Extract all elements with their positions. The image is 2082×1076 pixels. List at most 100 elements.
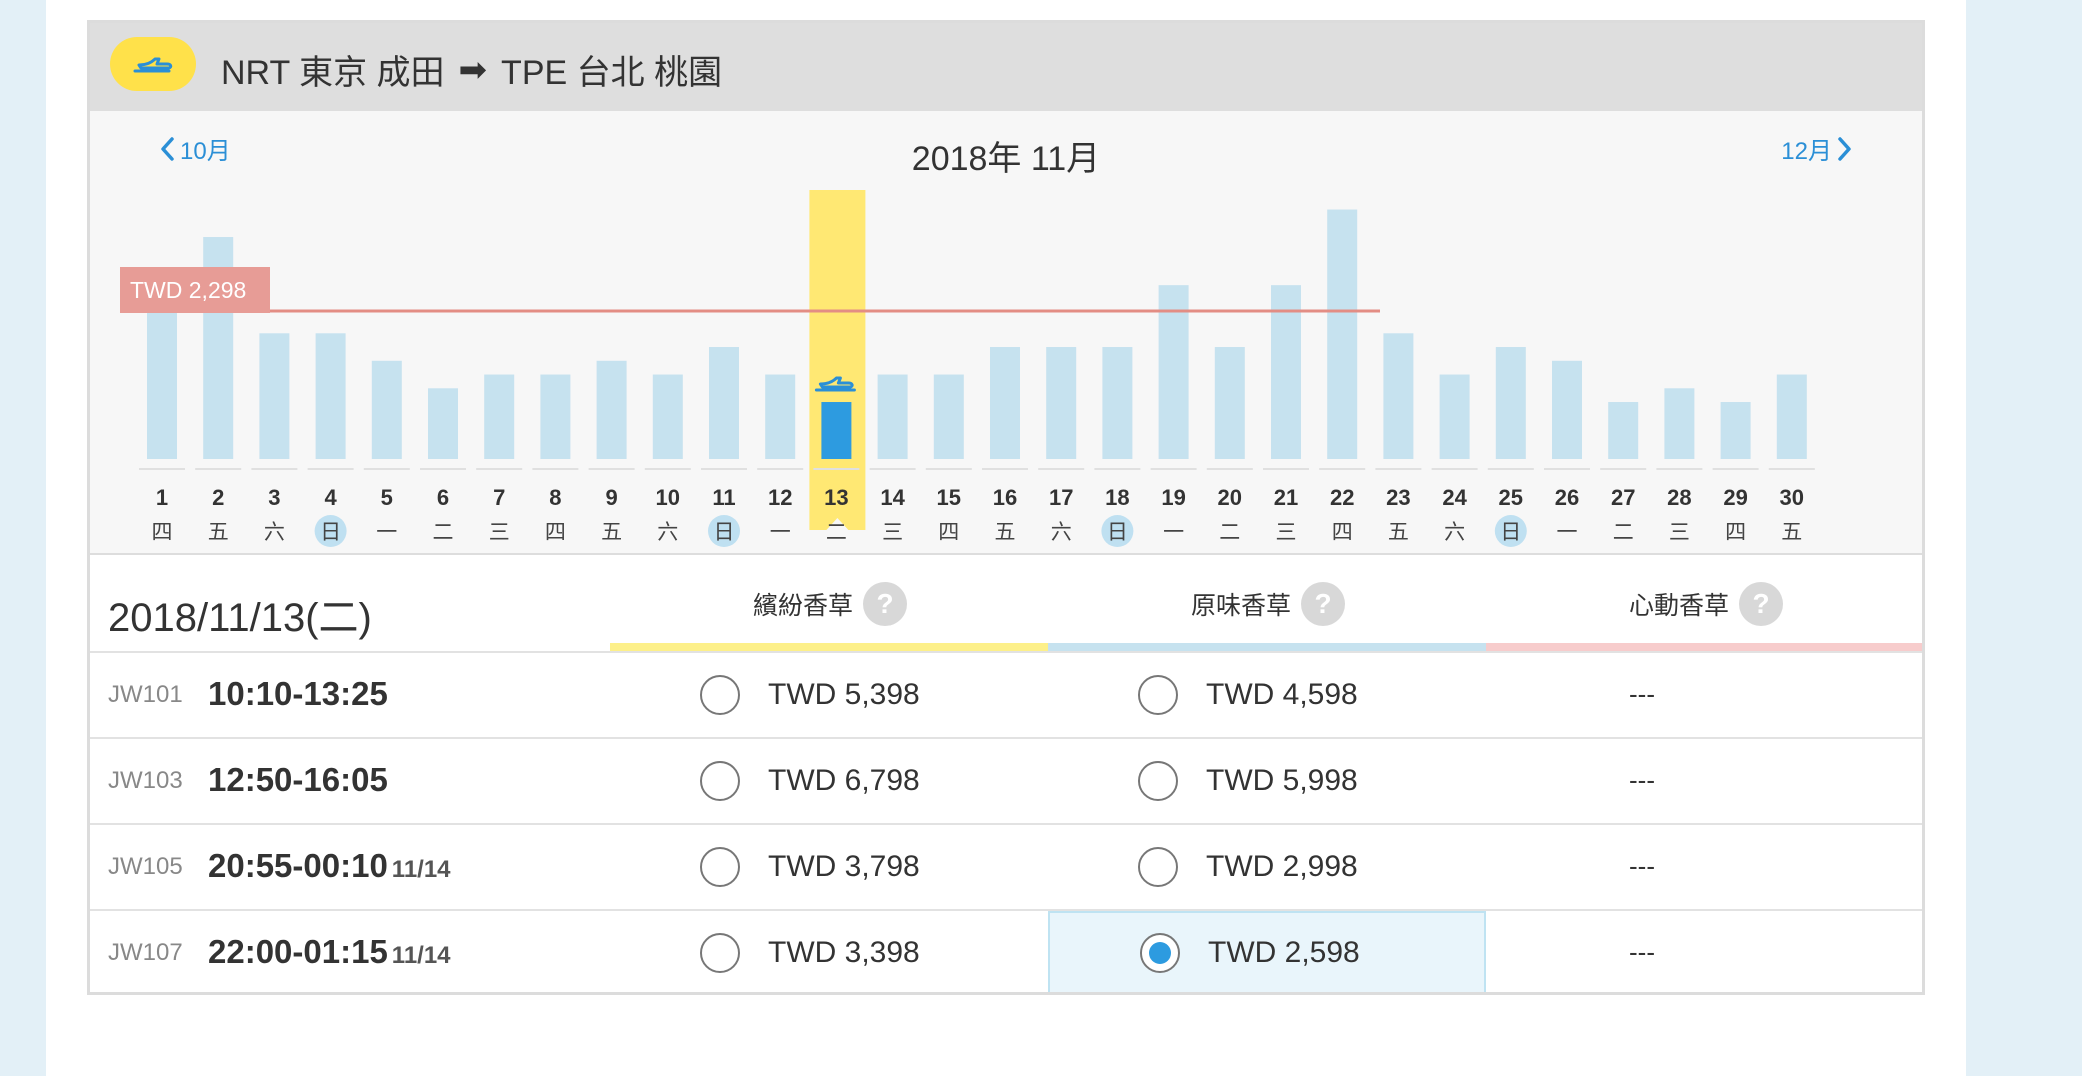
bar-day-4[interactable]: [315, 333, 346, 459]
flight-row: JW107 22:00-01:15 11/14 TWD 3,398 TWD 2,598 -…: [90, 909, 1922, 992]
fare-radio[interactable]: [1138, 761, 1178, 801]
bar-day-11[interactable]: [709, 347, 739, 459]
day-label[interactable]: 9: [605, 485, 617, 510]
bar-day-13[interactable]: [821, 402, 852, 459]
route-text: NRT 東京 成田 ➡ TPE 台北 桃園: [221, 45, 722, 94]
fare-radio[interactable]: [1138, 847, 1178, 887]
bar-day-12[interactable]: [765, 374, 796, 459]
fare-radio[interactable]: [700, 847, 740, 887]
day-label[interactable]: 28: [1667, 485, 1691, 510]
day-label[interactable]: 1: [156, 485, 168, 510]
bar-day-17[interactable]: [1046, 347, 1077, 459]
day-label[interactable]: 27: [1611, 485, 1635, 510]
fare-option-fare2[interactable]: TWD 4,598: [1048, 653, 1486, 737]
bar-day-30[interactable]: [1776, 374, 1807, 459]
lowest-fare-label-bg: [120, 267, 270, 313]
bar-day-26[interactable]: [1552, 360, 1582, 459]
page: NRT 東京 成田 ➡ TPE 台北 桃園 2018年 11月 10月 12月 …: [46, 0, 1966, 1076]
fare-option-fare1[interactable]: TWD 6,798: [610, 739, 1048, 823]
fare-option-fare1[interactable]: TWD 5,398: [610, 653, 1048, 737]
day-label[interactable]: 15: [937, 485, 961, 510]
weekday-label: 二: [826, 520, 847, 544]
day-label[interactable]: 23: [1386, 485, 1410, 510]
day-label[interactable]: 8: [549, 485, 561, 510]
bar-day-16[interactable]: [990, 347, 1020, 459]
bar-day-22[interactable]: [1327, 209, 1358, 459]
bar-day-20[interactable]: [1214, 347, 1245, 459]
fare-radio[interactable]: [700, 761, 740, 801]
bar-day-9[interactable]: [596, 360, 627, 459]
selected-date: 2018/11/13(二): [108, 596, 372, 640]
day-label[interactable]: 17: [1049, 485, 1073, 510]
day-label[interactable]: 14: [880, 485, 905, 510]
weekday-label: 二: [433, 520, 454, 544]
bar-day-6[interactable]: [428, 388, 458, 459]
route-destination: TPE 台北 桃園: [501, 54, 723, 92]
day-label[interactable]: 22: [1330, 485, 1354, 510]
bar-day-24[interactable]: [1439, 374, 1470, 459]
chevron-right-icon: [1838, 136, 1851, 161]
day-label[interactable]: 11: [712, 485, 735, 510]
bar-day-19[interactable]: [1158, 285, 1189, 459]
weekday-label: 四: [1332, 520, 1353, 544]
bar-day-18[interactable]: [1102, 347, 1133, 459]
bar-day-21[interactable]: [1271, 285, 1301, 459]
fare-option-fare1[interactable]: TWD 3,398: [610, 911, 1048, 992]
day-label[interactable]: 6: [437, 485, 449, 510]
day-label[interactable]: 2: [212, 485, 224, 510]
flight-number: JW103: [108, 767, 183, 794]
day-label[interactable]: 29: [1723, 485, 1747, 510]
fare-option-fare2[interactable]: TWD 2,598: [1048, 911, 1486, 992]
bar-day-28[interactable]: [1664, 388, 1695, 459]
help-icon[interactable]: ?: [1739, 582, 1783, 626]
bar-day-14[interactable]: [877, 374, 908, 459]
day-label[interactable]: 12: [768, 485, 792, 510]
fare-option-fare2[interactable]: TWD 2,998: [1048, 825, 1486, 909]
prev-month-button[interactable]: 10月: [160, 131, 231, 166]
bar-day-1[interactable]: [147, 305, 177, 459]
day-label[interactable]: 5: [381, 485, 393, 510]
fare-option-fare2[interactable]: TWD 5,998: [1048, 739, 1486, 823]
column-label: 心動香草: [1628, 592, 1729, 620]
day-label[interactable]: 19: [1161, 485, 1185, 510]
bar-day-29[interactable]: [1720, 402, 1751, 459]
day-label[interactable]: 13: [824, 485, 848, 510]
flight-time-range: 10:10-13:25: [208, 675, 388, 712]
day-label[interactable]: 18: [1105, 485, 1129, 510]
day-label[interactable]: 4: [324, 485, 337, 510]
bar-day-27[interactable]: [1608, 402, 1639, 459]
radio-dot: [1149, 942, 1171, 964]
day-label[interactable]: 20: [1218, 485, 1242, 510]
weekday-label: 六: [1444, 520, 1465, 544]
day-label[interactable]: 30: [1780, 485, 1804, 510]
column-stripe-fare3: [1486, 643, 1922, 651]
day-label[interactable]: 21: [1274, 485, 1298, 510]
day-label[interactable]: 24: [1442, 485, 1467, 510]
bar-day-5[interactable]: [371, 360, 402, 459]
fare-radio[interactable]: [1138, 675, 1178, 715]
next-month-button[interactable]: 12月: [1781, 131, 1852, 166]
day-label[interactable]: 16: [993, 485, 1017, 510]
bar-day-15[interactable]: [933, 374, 964, 459]
day-label[interactable]: 7: [493, 485, 505, 510]
day-label[interactable]: 25: [1499, 485, 1523, 510]
fare-radio[interactable]: [700, 933, 740, 973]
flight-number: JW107: [108, 939, 183, 966]
fare-option-fare1[interactable]: TWD 3,798: [610, 825, 1048, 909]
day-label[interactable]: 3: [268, 485, 280, 510]
help-icon[interactable]: ?: [863, 582, 907, 626]
bar-day-10[interactable]: [652, 374, 683, 459]
fare-radio[interactable]: [700, 675, 740, 715]
bar-day-8[interactable]: [540, 374, 571, 459]
bar-day-7[interactable]: [484, 374, 515, 459]
day-label[interactable]: 26: [1555, 485, 1579, 510]
day-label[interactable]: 10: [656, 485, 680, 510]
fare-price: TWD 4,598: [1206, 678, 1358, 711]
holiday-marker: [1494, 515, 1527, 547]
help-icon[interactable]: ?: [1301, 582, 1345, 626]
bar-day-23[interactable]: [1383, 333, 1414, 459]
bar-day-25[interactable]: [1495, 347, 1526, 459]
fare-radio[interactable]: [1140, 933, 1180, 973]
bar-day-3[interactable]: [259, 333, 290, 459]
weekday-label: 日: [1107, 520, 1128, 544]
